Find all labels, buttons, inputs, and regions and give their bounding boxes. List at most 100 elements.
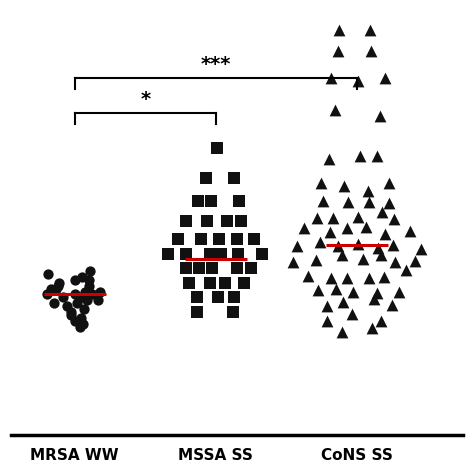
Point — [202, 174, 210, 182]
Point — [340, 182, 348, 190]
Point — [385, 199, 393, 206]
Point — [203, 218, 210, 225]
Point — [52, 285, 60, 292]
Point — [230, 174, 238, 182]
Point — [313, 214, 321, 222]
Point — [338, 328, 346, 336]
Point — [374, 152, 381, 159]
Point — [207, 279, 214, 287]
Point — [418, 245, 425, 253]
Point — [335, 47, 342, 55]
Point — [338, 251, 346, 259]
Point — [207, 197, 214, 205]
Point — [78, 314, 85, 322]
Point — [164, 250, 172, 257]
Point — [362, 223, 369, 231]
Point — [51, 300, 58, 307]
Point — [182, 264, 190, 272]
Point — [389, 241, 396, 249]
Point — [55, 279, 63, 287]
Point — [54, 282, 62, 290]
Point — [389, 301, 396, 309]
Point — [345, 198, 352, 206]
Point — [67, 311, 75, 319]
Point — [325, 155, 332, 163]
Point — [356, 152, 364, 160]
Point — [193, 293, 201, 301]
Point — [229, 308, 237, 316]
Point — [314, 286, 322, 294]
Point — [83, 293, 91, 301]
Point — [366, 27, 374, 34]
Point — [381, 230, 389, 238]
Point — [73, 300, 81, 307]
Point — [215, 235, 223, 243]
Point — [206, 250, 214, 257]
Point — [323, 317, 331, 325]
Point — [304, 272, 311, 280]
Point — [334, 243, 342, 250]
Point — [300, 224, 307, 231]
Point — [365, 187, 372, 194]
Point — [85, 276, 92, 283]
Text: ***: *** — [201, 55, 231, 74]
Point — [312, 256, 319, 264]
Point — [343, 274, 351, 282]
Point — [72, 291, 79, 298]
Point — [316, 238, 323, 246]
Point — [374, 244, 382, 252]
Point — [86, 282, 93, 290]
Point — [209, 264, 216, 272]
Point — [79, 320, 87, 328]
Point — [234, 235, 241, 243]
Point — [86, 267, 94, 275]
Point — [377, 317, 385, 325]
Point — [327, 74, 334, 82]
Point — [182, 218, 190, 225]
Point — [293, 243, 301, 250]
Point — [380, 273, 388, 281]
Point — [385, 180, 393, 187]
Point — [391, 259, 399, 266]
Point — [194, 197, 202, 205]
Point — [359, 255, 366, 263]
Point — [223, 218, 231, 225]
Point — [221, 279, 228, 287]
Point — [335, 27, 343, 34]
Point — [247, 264, 255, 272]
Point — [289, 258, 297, 265]
Point — [237, 218, 245, 225]
Point — [328, 274, 335, 282]
Point — [365, 199, 373, 206]
Point — [382, 74, 389, 82]
Point — [402, 266, 410, 274]
Point — [332, 106, 339, 113]
Point — [213, 145, 220, 152]
Point — [410, 257, 418, 265]
Point — [354, 78, 361, 85]
Point — [343, 224, 351, 231]
Point — [258, 250, 266, 257]
Point — [354, 213, 362, 220]
Point — [174, 235, 182, 243]
Point — [390, 215, 398, 222]
Point — [395, 288, 402, 296]
Point — [185, 279, 193, 287]
Point — [370, 295, 378, 303]
Point — [96, 288, 104, 295]
Point — [349, 288, 356, 295]
Point — [373, 289, 381, 297]
Point — [44, 270, 51, 278]
Point — [233, 264, 240, 272]
Point — [195, 264, 203, 272]
Point — [68, 308, 75, 316]
Point — [319, 197, 327, 205]
Point — [83, 297, 91, 304]
Point — [326, 228, 334, 236]
Point — [77, 323, 84, 330]
Point — [77, 293, 85, 301]
Point — [47, 285, 55, 292]
Point — [377, 251, 385, 259]
Point — [348, 310, 356, 318]
Point — [339, 298, 347, 305]
